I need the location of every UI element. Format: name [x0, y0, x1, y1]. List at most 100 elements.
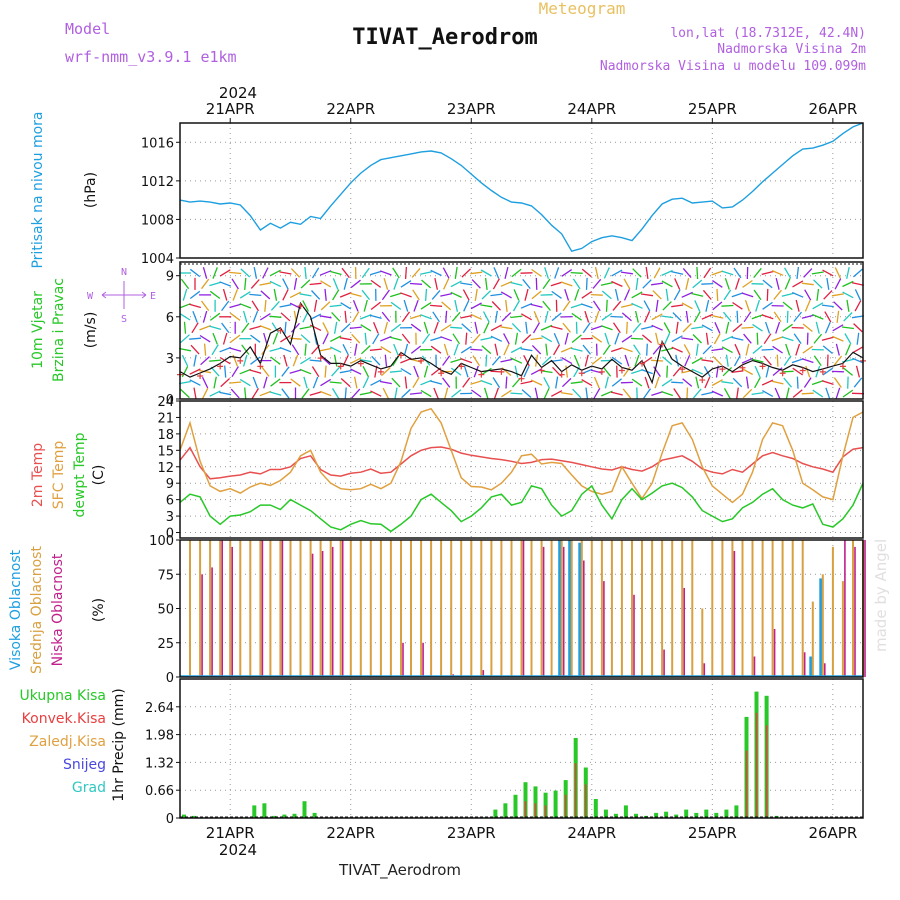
wind-arrow	[209, 281, 222, 287]
wind-arrow	[329, 381, 342, 384]
low-cloud-bar	[402, 642, 404, 678]
wind-arrow	[625, 321, 628, 334]
y-tick-label: 0.66	[145, 784, 174, 799]
low-cloud-bar	[864, 540, 866, 677]
wind-arrow	[751, 358, 764, 363]
wind-gust-mark	[819, 368, 826, 375]
wind-arrow	[409, 282, 423, 285]
wind-arrow	[741, 357, 754, 364]
y-tick-label: 0	[166, 527, 174, 542]
wind-arrow	[263, 376, 268, 389]
panel-border	[179, 122, 864, 259]
wind-arrow	[560, 281, 573, 287]
wind-arrow	[851, 315, 864, 319]
wind-arrow	[364, 332, 368, 345]
wind-arrow	[309, 324, 322, 331]
wind-arrow	[795, 299, 800, 312]
total-precip-bar	[523, 782, 528, 818]
compass-letter: N	[121, 267, 127, 278]
wind-arrow	[611, 356, 623, 365]
mid-cloud-bar	[530, 540, 533, 677]
wind-arrow	[369, 314, 382, 320]
wind-arrow	[681, 337, 694, 341]
wind-arrow	[771, 380, 784, 385]
wind-arrow	[462, 289, 470, 301]
wind-arrow	[792, 389, 803, 398]
wind-arrow	[351, 388, 361, 399]
wind-arrow	[745, 343, 750, 356]
wind-arrow	[412, 377, 420, 389]
wind-arrow	[842, 280, 854, 288]
wind-arrow	[322, 322, 329, 334]
panel-border	[179, 678, 864, 819]
wind-arrow	[712, 301, 723, 311]
wind-arrow	[492, 377, 501, 388]
wind-arrow	[483, 387, 489, 400]
wind-arrow	[420, 389, 432, 398]
wind-arrow	[701, 282, 714, 285]
mid-cloud-bar	[580, 540, 583, 677]
wind-arrow	[534, 387, 539, 400]
wind-arrow	[835, 343, 840, 356]
wind-arrow	[692, 388, 702, 399]
wind-arrow	[695, 376, 700, 389]
y-tick-label: 18	[157, 428, 174, 443]
low-cloud-bar	[542, 546, 545, 677]
wind-arrow	[423, 365, 429, 378]
mid-cloud-bar	[400, 540, 402, 677]
wind-arrow	[241, 322, 250, 333]
wind-arrow	[851, 282, 864, 286]
wind-arrow	[473, 365, 479, 378]
wind-gust-mark	[257, 363, 264, 370]
wind-arrow	[771, 270, 784, 276]
low-cloud-ylabel: Niska Oblacnost	[50, 553, 66, 666]
wind-arrow	[655, 299, 659, 312]
wind-arrow	[821, 304, 834, 308]
wind-arrow	[593, 376, 600, 389]
model-label: Model	[65, 20, 110, 38]
wind-gust-mark	[618, 367, 625, 374]
mid-cloud-bar	[671, 540, 674, 677]
wind-arrow	[793, 311, 803, 322]
wind-arrow	[290, 378, 301, 387]
wind-arrow	[451, 311, 461, 322]
mid-cloud-bar	[631, 540, 633, 677]
wind-arrow	[804, 300, 811, 312]
wind-arrow	[329, 304, 342, 308]
total-precip-bar	[513, 794, 518, 818]
wind-gust-mark	[237, 357, 244, 364]
wind-arrow	[180, 278, 190, 290]
wind-arrow	[512, 300, 521, 312]
wind-arrow	[803, 268, 813, 278]
wind-arrow	[333, 321, 338, 334]
wind-arrow	[303, 376, 308, 389]
wind-arrow	[721, 381, 734, 385]
wind-arrow	[550, 390, 563, 397]
wind-arrow	[403, 299, 409, 312]
wind-arrow	[510, 281, 523, 287]
wind-arrow	[442, 355, 451, 366]
wind-arrow	[300, 356, 311, 365]
watermark: made by Angel	[872, 539, 890, 652]
wind-arrow	[604, 332, 610, 345]
wind-arrow	[291, 322, 300, 333]
wind-arrow	[230, 334, 241, 343]
wind-arrow	[480, 379, 493, 386]
wind-arrow	[393, 278, 399, 290]
y-tick-label: 15	[157, 444, 174, 459]
wind-arrow	[450, 367, 462, 376]
bottom-day-label: 26APR	[808, 824, 857, 842]
mid-cloud-bar	[379, 540, 382, 677]
wind-arrow	[460, 314, 473, 319]
wind-arrow	[360, 324, 372, 332]
wind-arrow	[541, 356, 552, 366]
wind-arrow	[221, 322, 230, 333]
wind-arrow	[620, 303, 633, 308]
wind-arrow	[203, 343, 207, 356]
wind-arrow	[634, 310, 639, 323]
wind-arrow	[413, 299, 419, 312]
wind-arrow	[440, 323, 452, 332]
y-tick-label: 50	[157, 603, 174, 618]
wind-gust-mark	[418, 357, 425, 364]
